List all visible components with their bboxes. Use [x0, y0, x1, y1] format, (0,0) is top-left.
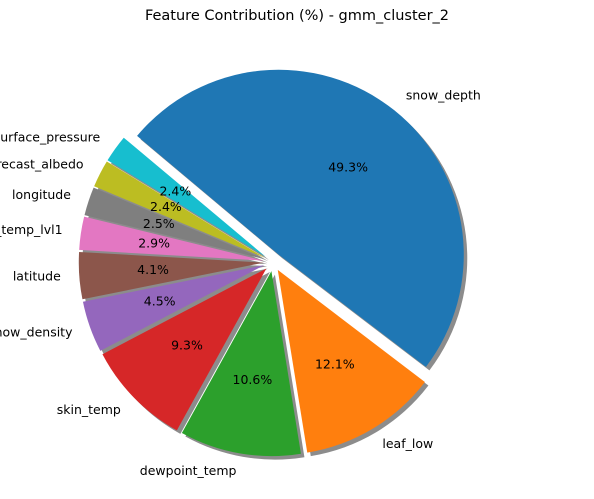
slice-label-soil-temp-lvl1: soil_temp_lvl1 — [0, 222, 63, 237]
percent-label-longitude: 2.5% — [143, 216, 175, 231]
percent-label-skin-temp: 9.3% — [171, 338, 203, 353]
slice-label-leaf-low: leaf_low — [382, 436, 433, 451]
slice-label-snow-density: snow_density — [0, 325, 73, 340]
percent-label-dewpoint-temp: 10.6% — [233, 372, 273, 387]
slice-label-longitude: longitude — [12, 187, 71, 202]
slice-label-forecast-albedo: forecast_albedo — [0, 157, 84, 172]
slice-label-skin-temp: skin_temp — [57, 402, 121, 417]
percent-label-forecast-albedo: 2.4% — [150, 199, 182, 214]
percent-label-leaf-low: 12.1% — [315, 357, 355, 372]
percent-label-surface-pressure: 2.4% — [159, 183, 191, 198]
percent-label-soil-temp-lvl1: 2.9% — [138, 236, 170, 251]
slice-label-snow-depth: snow_depth — [406, 87, 481, 102]
slice-label-latitude: latitude — [13, 269, 61, 284]
percent-label-latitude: 4.1% — [137, 262, 169, 277]
slice-label-dewpoint-temp: dewpoint_temp — [140, 463, 237, 478]
slice-label-surface-pressure: surface_pressure — [0, 129, 100, 144]
percent-label-snow-density: 4.5% — [144, 294, 176, 309]
percent-label-snow-depth: 49.3% — [328, 160, 368, 175]
